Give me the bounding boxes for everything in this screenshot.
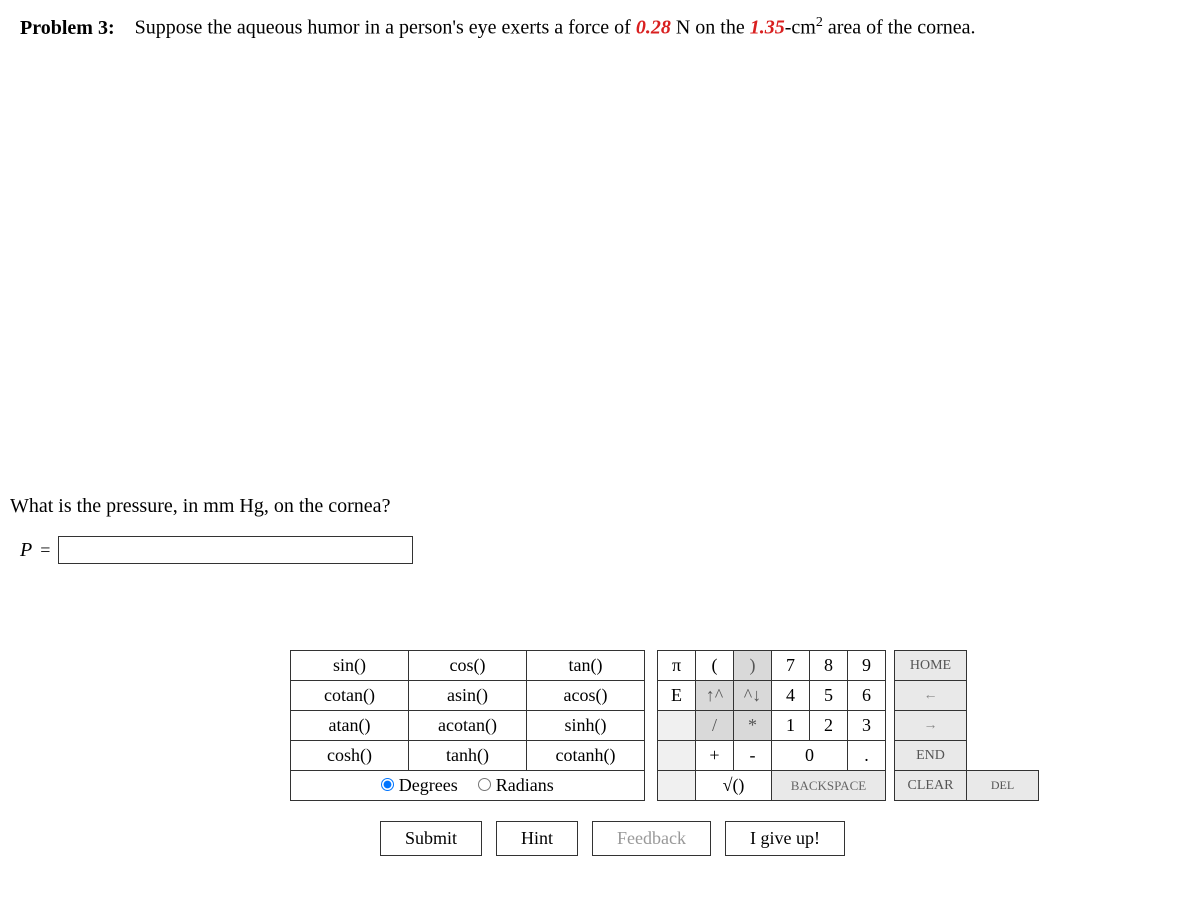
- func-tanh[interactable]: tanh(): [409, 741, 527, 771]
- func-tan[interactable]: tan(): [527, 651, 645, 681]
- key-9[interactable]: 9: [848, 651, 886, 681]
- problem-text-2: N on the: [671, 17, 750, 39]
- func-asin[interactable]: asin(): [409, 681, 527, 711]
- key-clear[interactable]: CLEAR: [895, 771, 967, 801]
- key-lparen[interactable]: (: [696, 651, 734, 681]
- key-dot[interactable]: .: [848, 741, 886, 771]
- problem-header: Problem 3: Suppose the aqueous humor in …: [0, 0, 1200, 55]
- key-divide[interactable]: /: [696, 711, 734, 741]
- func-atan[interactable]: atan(): [291, 711, 409, 741]
- key-pi[interactable]: π: [658, 651, 696, 681]
- key-caret-down[interactable]: ^↓: [734, 681, 772, 711]
- nav-column: HOME ← → END CLEAR: [894, 650, 967, 801]
- key-5[interactable]: 5: [810, 681, 848, 711]
- equals-sign: =: [40, 540, 50, 561]
- key-blank3: [658, 771, 696, 801]
- submit-button[interactable]: Submit: [380, 821, 482, 856]
- question-text: What is the pressure, in mm Hg, on the c…: [10, 495, 1190, 518]
- func-sinh[interactable]: sinh(): [527, 711, 645, 741]
- degrees-option[interactable]: Degrees: [381, 775, 457, 795]
- arrow-right-icon: →: [924, 718, 938, 733]
- key-4[interactable]: 4: [772, 681, 810, 711]
- radians-radio[interactable]: [478, 778, 491, 791]
- func-acos[interactable]: acos(): [527, 681, 645, 711]
- radians-option[interactable]: Radians: [478, 775, 554, 795]
- key-home[interactable]: HOME: [895, 651, 967, 681]
- key-minus[interactable]: -: [734, 741, 772, 771]
- hint-button[interactable]: Hint: [496, 821, 578, 856]
- problem-unit: -cm: [785, 17, 816, 39]
- func-cos[interactable]: cos(): [409, 651, 527, 681]
- key-right[interactable]: →: [895, 711, 967, 741]
- del-column: DEL: [966, 650, 1039, 801]
- key-left[interactable]: ←: [895, 681, 967, 711]
- key-caret-up[interactable]: ↑^: [696, 681, 734, 711]
- key-3[interactable]: 3: [848, 711, 886, 741]
- key-multiply[interactable]: *: [734, 711, 772, 741]
- key-blank2: [658, 741, 696, 771]
- problem-value-2: 1.35: [750, 17, 785, 39]
- key-rparen[interactable]: ): [734, 651, 772, 681]
- key-end[interactable]: END: [895, 741, 967, 771]
- answer-variable: P: [20, 539, 32, 562]
- problem-text-1: Suppose the aqueous humor in a person's …: [135, 17, 636, 39]
- feedback-button[interactable]: Feedback: [592, 821, 711, 856]
- func-acotan[interactable]: acotan(): [409, 711, 527, 741]
- key-exp[interactable]: E: [658, 681, 696, 711]
- func-cosh[interactable]: cosh(): [291, 741, 409, 771]
- angle-mode-row: Degrees Radians: [290, 771, 645, 801]
- key-1[interactable]: 1: [772, 711, 810, 741]
- problem-sup: 2: [816, 15, 823, 30]
- arrow-left-icon: ←: [924, 688, 938, 703]
- key-backspace[interactable]: BACKSPACE: [772, 771, 886, 801]
- key-8[interactable]: 8: [810, 651, 848, 681]
- answer-input[interactable]: [58, 536, 413, 564]
- problem-text-3: area of the cornea.: [823, 17, 976, 39]
- giveup-button[interactable]: I give up!: [725, 821, 845, 856]
- key-plus[interactable]: +: [696, 741, 734, 771]
- key-sqrt[interactable]: √(): [696, 771, 772, 801]
- key-0[interactable]: 0: [772, 741, 848, 771]
- degrees-radio[interactable]: [381, 778, 394, 791]
- key-7[interactable]: 7: [772, 651, 810, 681]
- func-cotan[interactable]: cotan(): [291, 681, 409, 711]
- keypad-area: sin() cos() tan() cotan() asin() acos() …: [290, 650, 1039, 856]
- key-blank: [658, 711, 696, 741]
- func-cotanh[interactable]: cotanh(): [527, 741, 645, 771]
- problem-value-1: 0.28: [636, 17, 671, 39]
- problem-label: Problem 3:: [20, 17, 115, 39]
- key-del[interactable]: DEL: [967, 770, 1039, 800]
- action-row: Submit Hint Feedback I give up!: [290, 821, 1039, 856]
- func-sin[interactable]: sin(): [291, 651, 409, 681]
- key-2[interactable]: 2: [810, 711, 848, 741]
- numpad-table: π ( ) 7 8 9 E ↑^ ^↓ 4 5 6 / * 1 2 3: [657, 650, 886, 801]
- key-6[interactable]: 6: [848, 681, 886, 711]
- function-table: sin() cos() tan() cotan() asin() acos() …: [290, 650, 645, 771]
